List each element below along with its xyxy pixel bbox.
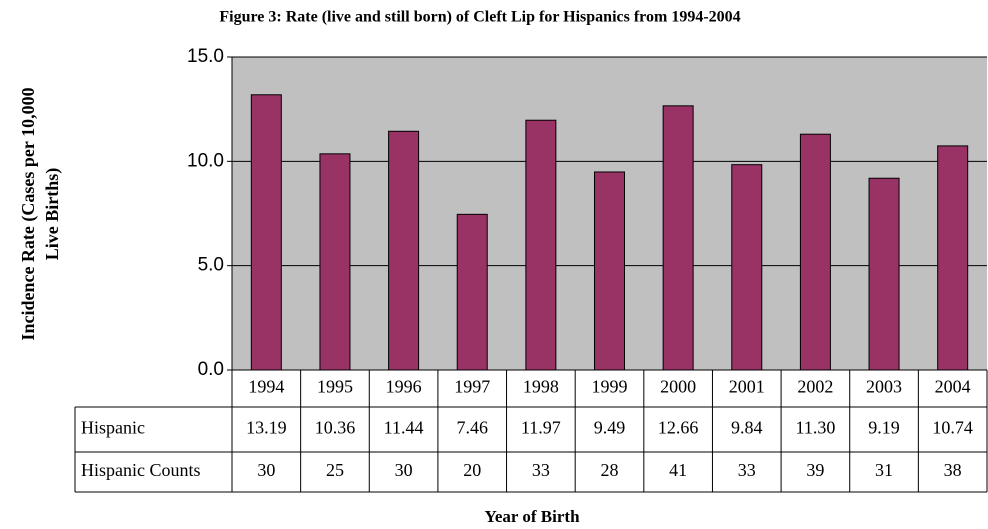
x-tick-label: 2001 [729,377,765,397]
table-value: 10.36 [315,418,356,438]
x-tick-label: 2003 [866,377,902,397]
x-tick-label: 2000 [660,377,696,397]
table-value: 11.30 [795,418,835,438]
table-count: 33 [532,460,550,480]
x-tick-label: 1996 [386,377,422,397]
bar [799,133,831,371]
table-value: 7.46 [456,418,488,438]
bar [868,177,900,371]
table-count: 41 [669,460,687,480]
table-value: 12.66 [658,418,699,438]
bar [388,130,420,371]
x-tick-label: 2004 [935,377,971,397]
y-axis-label-line: Live Births) [42,168,63,261]
x-tick-label: 1995 [317,377,353,397]
bar [250,94,282,371]
x-tick-label: 1998 [523,377,559,397]
bar [456,213,488,371]
chart-title: Figure 3: Rate (live and still born) of … [219,9,740,26]
y-tick-label: 5.0 [198,255,224,276]
table-row-label: Hispanic [81,418,145,438]
table-value: 9.19 [868,418,900,438]
bar [731,164,763,371]
table-value: 10.74 [932,418,973,438]
table-value: 9.49 [594,418,626,438]
table-count: 28 [601,460,619,480]
bar [525,119,557,371]
y-axis-label: Incidence Rate (Cases per 10,000 Live Bi… [18,87,63,340]
table-count: 39 [806,460,824,480]
table-count: 38 [944,460,962,480]
table-count: 30 [395,460,413,480]
x-tick-label: 1994 [248,377,284,397]
y-axis-label-line: Incidence Rate (Cases per 10,000 [18,87,39,340]
y-tick-label: 0.0 [198,359,224,380]
table-value: 9.84 [731,418,763,438]
y-tick-label: 15.0 [187,46,224,67]
table-count: 33 [738,460,756,480]
x-tick-label: 1999 [592,377,628,397]
table-row-label: Hispanic Counts [81,460,201,480]
bar [937,145,969,371]
bar [662,105,694,371]
x-tick-label: 1997 [454,377,490,397]
table-count: 20 [463,460,481,480]
table-count: 31 [875,460,893,480]
x-axis-label: Year of Birth [484,507,580,526]
bar [594,171,625,371]
table-count: 30 [257,460,275,480]
bar [319,153,351,371]
x-tick-label: 2002 [797,377,833,397]
table-count: 25 [326,460,344,480]
table-value: 13.19 [246,418,287,438]
y-tick-label: 10.0 [187,150,224,171]
table-value: 11.44 [384,418,424,438]
table-value: 11.97 [521,418,561,438]
